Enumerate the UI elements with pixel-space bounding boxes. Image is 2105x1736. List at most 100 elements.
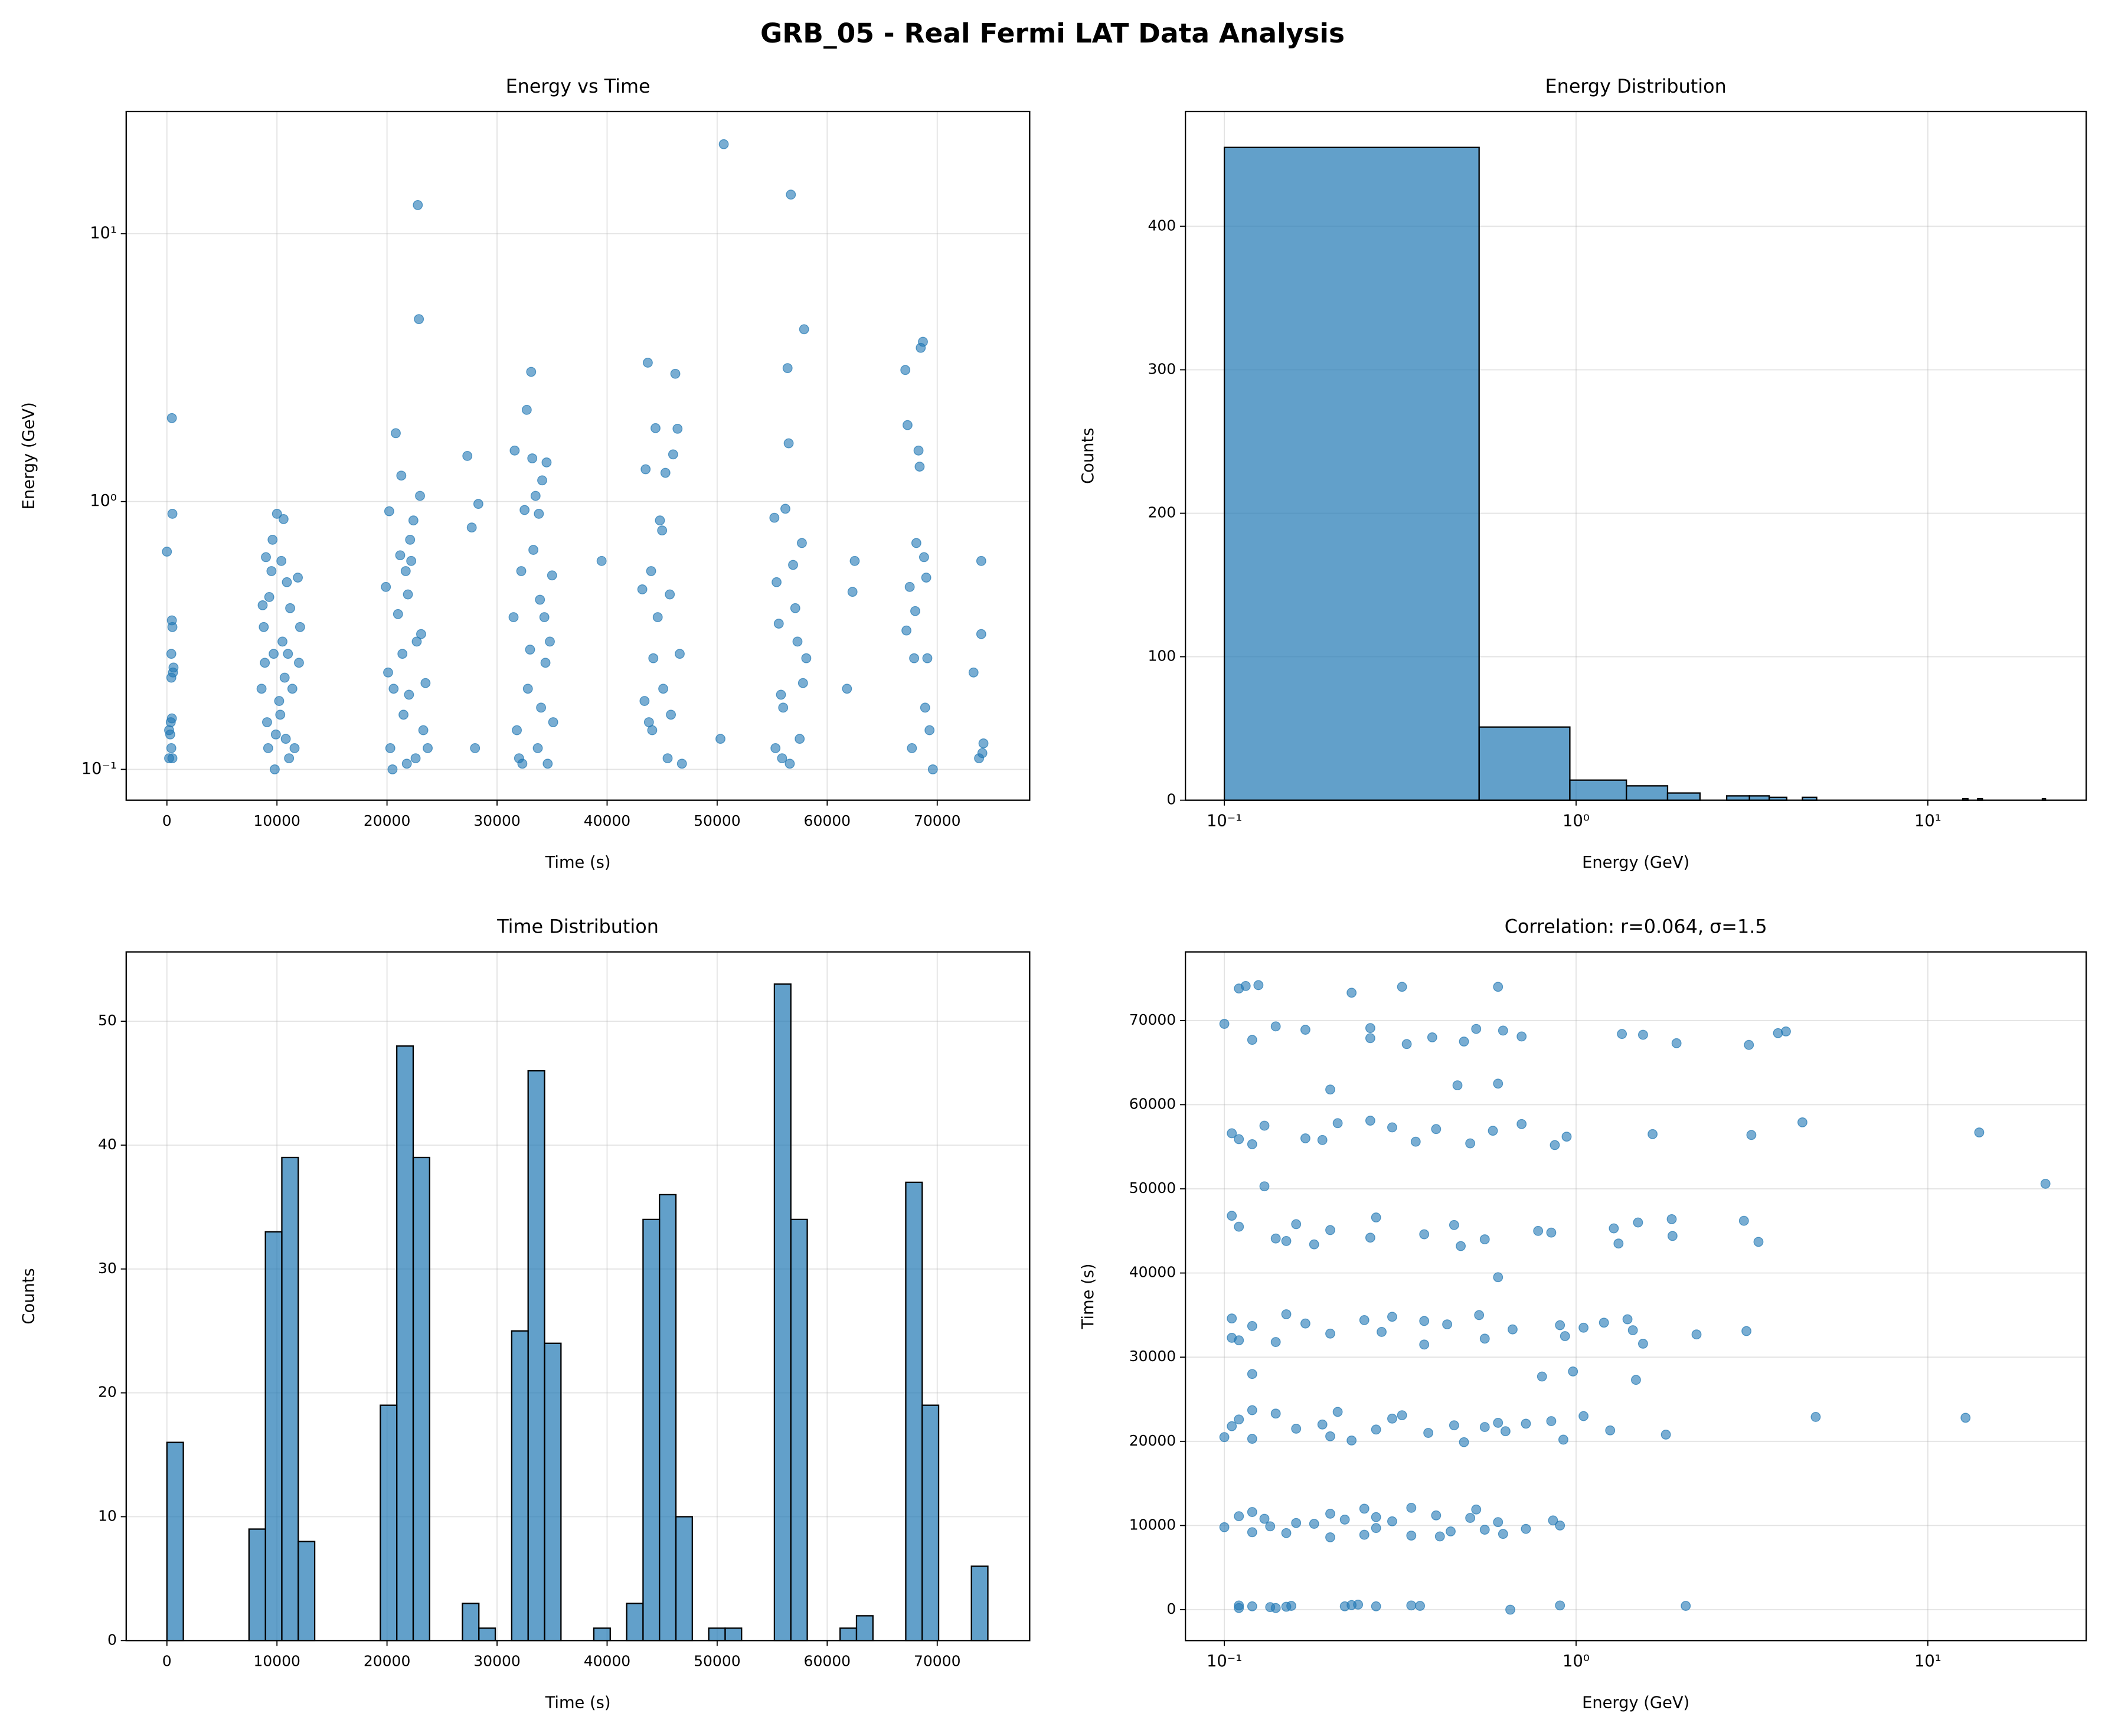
data-point <box>167 509 178 519</box>
data-point <box>901 625 911 636</box>
data-point <box>508 612 519 623</box>
data-point <box>1346 988 1357 998</box>
data-point <box>1406 1531 1417 1541</box>
data-point <box>1339 1515 1350 1525</box>
data-point <box>1247 1139 1257 1149</box>
data-point <box>1578 1322 1589 1333</box>
x-tick-label: 60000 <box>804 1653 851 1670</box>
data-point <box>652 612 663 623</box>
panel: Correlation: r=0.064, σ=1.5 Energy (GeV) T… <box>1079 916 2087 1712</box>
data-point <box>1227 1313 1237 1324</box>
data-point <box>295 622 305 632</box>
y-tick-label: 0 <box>107 1631 117 1648</box>
data-point <box>1415 1601 1426 1611</box>
data-point <box>1234 1600 1244 1611</box>
data-point <box>792 636 803 647</box>
data-point <box>782 363 793 374</box>
data-point <box>387 764 398 774</box>
panel-title: Time Distribution <box>496 916 659 938</box>
data-point <box>1431 1510 1442 1521</box>
data-point <box>1465 1138 1476 1149</box>
histogram-bar <box>773 983 792 1642</box>
x-tick-label: 30000 <box>473 812 521 829</box>
y-tick-label: 10⁻¹ <box>81 760 117 778</box>
data-point <box>1459 1437 1469 1447</box>
data-point <box>1365 1023 1375 1034</box>
histogram-bar <box>905 1181 923 1642</box>
data-point <box>921 573 931 583</box>
x-tick-label: 10⁰ <box>1563 812 1590 831</box>
histogram-bar <box>1223 146 1480 801</box>
data-point <box>516 566 527 576</box>
data-point <box>668 449 678 460</box>
data-point <box>1498 1529 1508 1539</box>
x-tick-label: 70000 <box>914 1653 961 1670</box>
data-point <box>530 491 541 501</box>
data-point <box>976 629 986 639</box>
x-tick-label: 10000 <box>253 1653 300 1670</box>
data-point <box>1240 980 1251 991</box>
histogram-bar <box>544 1342 562 1642</box>
figure-title: GRB_05 - Real Fermi LAT Data Analysis <box>760 18 1345 49</box>
data-point <box>1359 1503 1369 1514</box>
data-point <box>777 753 787 764</box>
panel: Energy vs Time Time (s) Energy (GeV) 0 10000… <box>20 75 1031 872</box>
data-point <box>167 622 178 632</box>
data-point <box>261 552 271 563</box>
data-point <box>1609 1223 1619 1234</box>
data-point <box>1247 1507 1257 1517</box>
data-point <box>1309 1239 1319 1250</box>
data-point <box>411 636 422 647</box>
data-point <box>778 702 789 713</box>
data-point <box>1325 1084 1335 1095</box>
data-point <box>1234 1414 1244 1425</box>
data-point <box>1479 1422 1490 1432</box>
data-point <box>1227 1211 1237 1221</box>
data-point <box>1493 1078 1503 1089</box>
data-point <box>1744 1039 1754 1050</box>
data-point <box>396 470 407 481</box>
data-point <box>1555 1600 1565 1611</box>
data-point <box>545 636 555 647</box>
data-point <box>1406 1503 1417 1513</box>
data-point <box>257 600 268 610</box>
data-point <box>388 684 399 694</box>
data-point <box>1377 1327 1387 1337</box>
data-point <box>1359 1529 1369 1540</box>
data-point <box>403 589 413 600</box>
data-point <box>1291 1424 1302 1434</box>
data-point <box>1741 1326 1751 1336</box>
data-point <box>639 696 650 706</box>
y-tick-label: 400 <box>1148 217 1176 234</box>
data-point <box>391 428 401 439</box>
data-point <box>270 729 281 740</box>
data-point <box>1810 1412 1821 1422</box>
data-point <box>1548 1515 1558 1526</box>
data-point <box>918 336 928 347</box>
data-point <box>535 594 545 605</box>
data-point <box>911 538 921 548</box>
x-tick-label: 10000 <box>253 812 300 829</box>
data-point <box>259 622 269 632</box>
data-point <box>512 725 522 735</box>
data-point <box>1359 1315 1369 1325</box>
data-point <box>924 725 935 735</box>
panel-title: Correlation: r=0.064, σ=1.5 <box>1505 916 1767 938</box>
data-point <box>640 464 651 475</box>
data-point <box>420 678 431 688</box>
data-point <box>1247 1405 1257 1415</box>
data-point <box>519 505 530 515</box>
data-point <box>527 453 538 463</box>
data-point <box>1471 1504 1482 1515</box>
y-tick-label: 100 <box>1148 648 1176 665</box>
data-point <box>166 413 177 423</box>
data-point <box>1281 1309 1292 1319</box>
data-point <box>1325 1509 1335 1519</box>
histogram-bar <box>264 1231 283 1642</box>
data-point <box>1247 1527 1257 1538</box>
data-point <box>651 423 661 433</box>
data-point <box>1974 1127 1985 1137</box>
data-point <box>790 603 800 613</box>
x-tick-label: 10⁻¹ <box>1207 1652 1242 1670</box>
